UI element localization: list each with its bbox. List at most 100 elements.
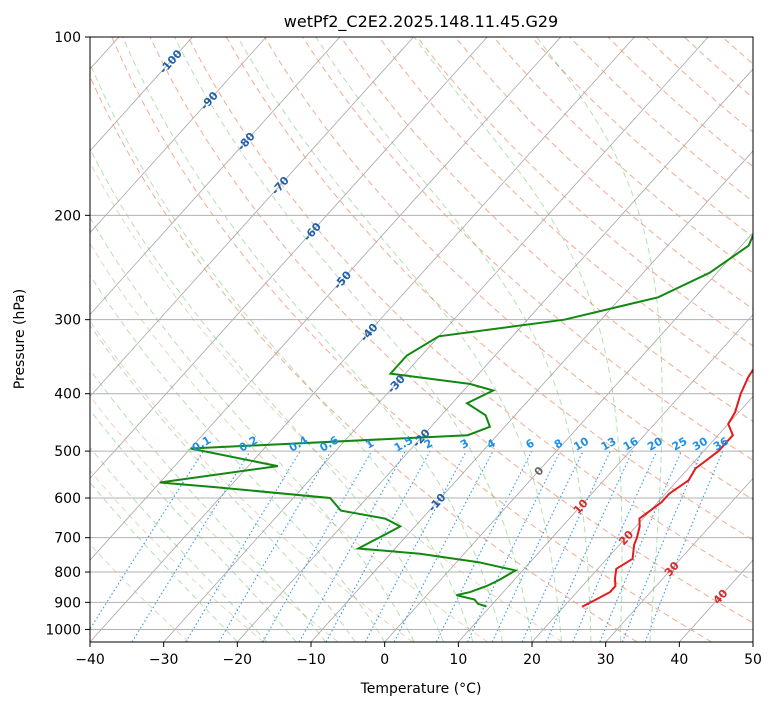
mixing-ratio-line [325, 450, 431, 642]
moist-adiabat-line [413, 37, 623, 642]
isotherm-line [752, 641, 753, 642]
x-tick-label: 50 [744, 652, 762, 668]
mixing-ratio-line [131, 450, 251, 642]
profile-lines [159, 232, 753, 608]
isotherm-line [90, 37, 267, 234]
dry-adiabat-warm-line [111, 37, 712, 642]
mixing-ratio-label: 3 [458, 437, 471, 452]
moist-adiabat-line [90, 324, 356, 642]
isotherm-line [531, 395, 753, 642]
dry-adiabat-line [454, 37, 753, 310]
mixing-ratio-line [185, 450, 301, 642]
dry-adiabat-warm-line [645, 37, 753, 133]
moist-adiabat-line [90, 446, 268, 642]
isotherm-line [310, 150, 753, 642]
dry-adiabat-line [90, 161, 563, 642]
mixing-ratio-line [545, 450, 633, 642]
dry-adiabat-warm-line [225, 37, 753, 541]
x-tick-label: −10 [296, 652, 326, 668]
y-tick-label: 600 [54, 491, 81, 507]
dry-adiabat-line [90, 543, 190, 642]
y-axis-ticks: 100 200 300 400 500 600 700 800 900 1000 [45, 30, 90, 638]
dry-adiabat-line [90, 469, 264, 642]
isotherm-line [163, 37, 709, 642]
dry-adiabat-line [149, 37, 753, 624]
isotherm-label: -100 [157, 47, 185, 76]
moist-adiabat-line [90, 368, 327, 642]
moist-adiabat-line [315, 37, 592, 642]
chart-title: wetPf2_C2E2.2025.148.11.45.G29 [284, 12, 558, 32]
plot-frame [89, 36, 754, 643]
dry-adiabat-line [90, 395, 339, 642]
isotherm-line [384, 232, 753, 642]
mixing-ratio-label: 6 [523, 436, 536, 451]
dry-adiabat-line [225, 37, 753, 541]
mixing-ratio-line [644, 450, 724, 642]
y-tick-label: 200 [54, 208, 81, 224]
dry-adiabat-line [264, 37, 753, 501]
moist-adiabat-line [122, 37, 503, 642]
moist-adiabat-line [90, 62, 474, 642]
mixing-ratio-line [262, 450, 373, 642]
y-tick-label: 700 [54, 531, 81, 547]
dry-adiabat-warm-line [531, 37, 753, 238]
y-axis-label: Pressure (hPa) [12, 289, 28, 389]
x-tick-label: −30 [149, 652, 179, 668]
isotherm-line [90, 37, 635, 642]
mixing-ratio-line [491, 450, 584, 642]
isotherm-line [90, 37, 414, 398]
mixing-ratio-label: 4 [485, 436, 498, 451]
dry-adiabat-line [683, 37, 753, 99]
isotherm-line [90, 37, 341, 316]
mixing-ratio-line [364, 450, 467, 642]
moist-adiabat-line [90, 409, 297, 642]
isotherm-line [679, 559, 753, 642]
isotherm-line [605, 477, 753, 642]
isotherm-line [90, 37, 488, 479]
x-tick-label: 40 [670, 652, 688, 668]
x-tick-label: −20 [223, 652, 253, 668]
mixing-ratio-line [435, 450, 533, 642]
dry-adiabat-line [90, 320, 414, 642]
y-tick-label: 800 [54, 565, 81, 581]
x-tick-label: 30 [597, 652, 615, 668]
dry-adiabat-line [645, 37, 753, 133]
mixing-ratio-line [621, 450, 703, 642]
dry-adiabat-line [90, 242, 488, 642]
mixing-ratio-line [599, 450, 682, 642]
dry-adiabat-warm-line [454, 37, 753, 310]
moist-adiabat-line [536, 37, 663, 642]
dry-adiabat-warm-line [378, 37, 753, 385]
isotherm-line [237, 68, 753, 642]
x-axis-ticks: −40 −30 −20 −10 0 10 20 30 40 50 [75, 642, 762, 668]
isotherm-line [90, 37, 562, 561]
mixing-ratio-line [90, 450, 204, 630]
moist-adiabat-line [90, 216, 415, 642]
dry-adiabat-line [416, 37, 753, 347]
x-tick-label: −40 [75, 652, 105, 668]
x-tick-label: 10 [449, 652, 467, 668]
moist-adiabat-line [90, 481, 238, 642]
dry-adiabat-line [531, 37, 753, 238]
pressure-grid [90, 37, 753, 630]
x-tick-label: 20 [523, 652, 541, 668]
dewpoint-line [159, 232, 753, 608]
x-axis-label: Temperature (°C) [360, 681, 482, 697]
x-tick-label: 0 [380, 652, 389, 668]
dry-adiabat-warm-line [149, 37, 753, 624]
isotherm-line [458, 313, 753, 642]
temperature-line [581, 367, 753, 608]
moist-adiabat-line [174, 37, 533, 642]
moist-adiabat-line [237, 37, 562, 642]
isotherm-line [90, 37, 193, 152]
y-tick-label: 300 [54, 313, 81, 329]
dry-adiabat-warm-line [264, 37, 753, 501]
y-tick-label: 900 [54, 595, 81, 611]
dry-adiabat-line [111, 37, 712, 642]
y-tick-label: 400 [54, 387, 81, 403]
mixing-ratio-line [298, 450, 406, 642]
dry-adiabat-warm-line [416, 37, 753, 347]
background-lines [90, 37, 753, 642]
line-labels: 0.1 0.2 0.4 0.6 1 1.5 2 3 4 6 8 10 13 16 20 25 30 36-100-… [157, 47, 731, 607]
